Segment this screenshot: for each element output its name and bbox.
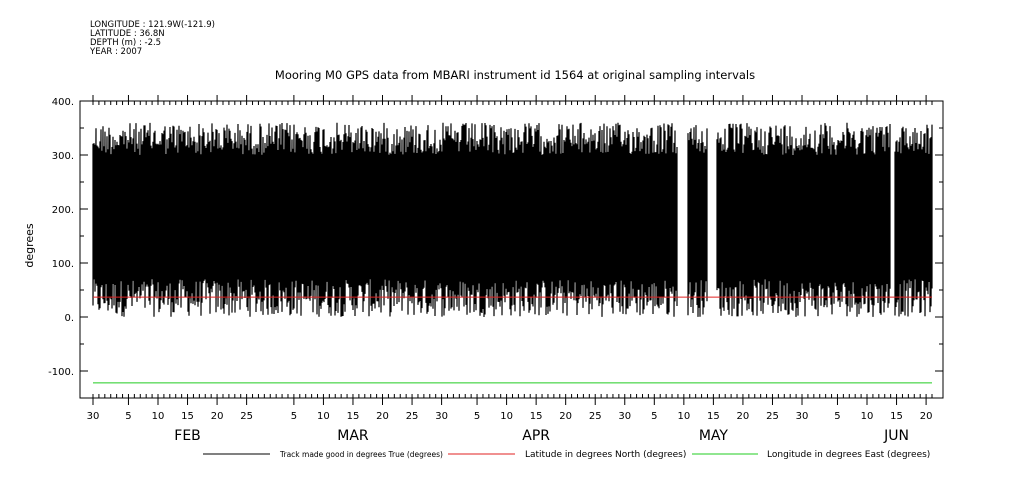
x-tick-label: 30 <box>435 411 448 422</box>
y-tick-label: -100. <box>48 367 74 378</box>
x-tick-label: 10 <box>677 411 690 422</box>
latitude-text: LATITUDE : 36.8N <box>90 29 165 39</box>
y-tick-label: 0. <box>64 313 74 324</box>
year-text: YEAR : 2007 <box>90 47 143 57</box>
x-tick-label: 25 <box>589 411 602 422</box>
x-tick-label: 5 <box>125 411 131 422</box>
x-tick-label: 20 <box>559 411 572 422</box>
x-tick-label: 15 <box>707 411 720 422</box>
x-tick-label: 5 <box>651 411 657 422</box>
depth-text: DEPTH (m) : -2.5 <box>90 38 162 48</box>
x-tick-label: 25 <box>766 411 779 422</box>
x-tick-label: 5 <box>474 411 480 422</box>
x-tick-label: 15 <box>181 411 194 422</box>
month-label: APR <box>522 428 550 444</box>
x-tick-label: 10 <box>317 411 330 422</box>
x-tick-label: 15 <box>347 411 360 422</box>
x-tick-label: 20 <box>920 411 933 422</box>
x-tick-label: 20 <box>376 411 389 422</box>
legend-entry-label: Latitude in degrees North (degrees) <box>525 450 686 460</box>
series-layer <box>92 122 933 384</box>
x-tick-label: 25 <box>406 411 419 422</box>
x-tick-label: 10 <box>152 411 165 422</box>
x-tick-label: 25 <box>240 411 253 422</box>
x-tick-label: 20 <box>737 411 750 422</box>
legend-entry-label: Track made good in degrees True (degrees… <box>279 450 443 459</box>
x-tick-label: 30 <box>87 411 100 422</box>
month-label: MAY <box>699 428 729 444</box>
y-tick-label: 300. <box>52 151 74 162</box>
y-tick-label: 400. <box>52 97 74 108</box>
month-label: MAR <box>337 428 369 444</box>
y-axis-label: degrees <box>23 223 36 268</box>
x-tick-label: 30 <box>618 411 631 422</box>
metadata-block: LONGITUDE : 121.9W(-121.9) LATITUDE : 36… <box>90 21 215 57</box>
longitude-text: LONGITUDE : 121.9W(-121.9) <box>90 20 215 30</box>
chart-title: Mooring M0 GPS data from MBARI instrumen… <box>274 68 756 82</box>
x-tick-label: 10 <box>500 411 513 422</box>
x-tick-label: 10 <box>861 411 874 422</box>
series-track-line <box>92 122 933 318</box>
x-tick-label: 30 <box>796 411 809 422</box>
y-tick-label: 100. <box>52 259 74 270</box>
month-label: FEB <box>174 428 201 444</box>
x-tick-label: 5 <box>834 411 840 422</box>
legend: Track made good in degrees True (degrees… <box>203 450 930 460</box>
legend-entry-label: Longitude in degrees East (degrees) <box>767 450 930 460</box>
month-label: JUN <box>883 428 909 444</box>
x-tick-label: 5 <box>291 411 297 422</box>
x-tick-label: 20 <box>211 411 224 422</box>
axes-layer: 400. 300. 200. 100. 0. -100. degrees 30 5 10 15 20 2… <box>23 95 944 444</box>
plot-frame <box>79 100 944 399</box>
y-tick-label: 200. <box>52 205 74 216</box>
x-tick-label: 15 <box>530 411 543 422</box>
x-tick-label: 15 <box>890 411 903 422</box>
